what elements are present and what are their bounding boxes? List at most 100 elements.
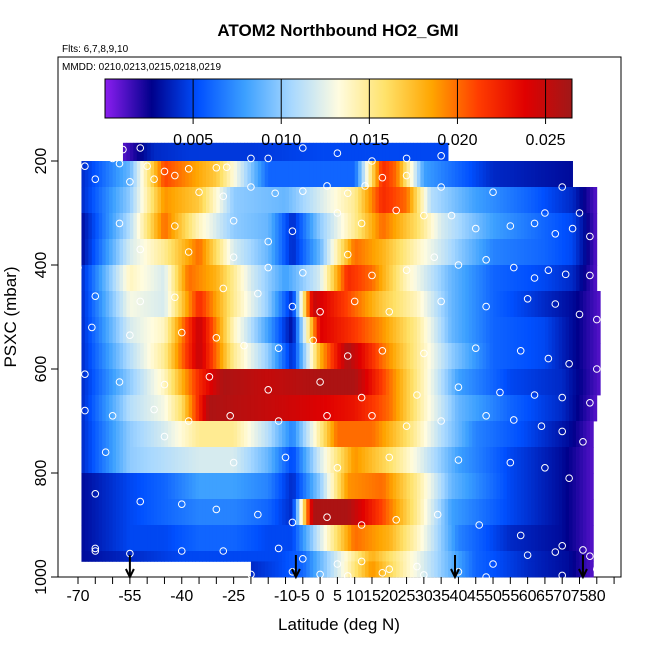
- heatmap-cell: [244, 421, 248, 448]
- heatmap-cell: [531, 291, 535, 318]
- heatmap-cell: [396, 239, 401, 266]
- heatmap-cell: [482, 551, 487, 562]
- heatmap-cell: [292, 239, 297, 266]
- heatmap-cell: [413, 473, 418, 500]
- heatmap-cell: [119, 369, 124, 396]
- heatmap-cell: [223, 499, 228, 526]
- heatmap-cell: [416, 317, 421, 344]
- heatmap-cell: [441, 239, 446, 266]
- heatmap-cell: [136, 551, 141, 562]
- heatmap-cell: [555, 525, 560, 552]
- heatmap-cell: [406, 473, 411, 500]
- heatmap-cell: [555, 561, 560, 578]
- heatmap-cell: [126, 142, 131, 162]
- heatmap-cell: [569, 421, 573, 448]
- heatmap-cell: [451, 369, 456, 396]
- heatmap-cell: [216, 473, 221, 500]
- heatmap-cell: [122, 213, 127, 240]
- heatmap-cell: [299, 239, 304, 266]
- heatmap-cell: [496, 213, 501, 240]
- heatmap-cell: [98, 265, 103, 292]
- heatmap-cell: [434, 447, 439, 474]
- heatmap-cell: [434, 561, 439, 578]
- heatmap-cell: [154, 395, 158, 422]
- heatmap-cell: [382, 239, 387, 266]
- heatmap-cell: [503, 421, 508, 448]
- heatmap-cell: [416, 343, 421, 370]
- heatmap-cell: [544, 161, 549, 188]
- heatmap-cell: [268, 369, 273, 396]
- heatmap-cell: [309, 551, 314, 562]
- heatmap-cell: [150, 161, 155, 188]
- heatmap-cell: [423, 161, 428, 188]
- heatmap-cell: [136, 187, 141, 214]
- heatmap-cell: [541, 213, 546, 240]
- heatmap-cell: [226, 473, 231, 500]
- heatmap-cell: [285, 499, 290, 526]
- heatmap-cell: [406, 317, 411, 344]
- heatmap-cell: [81, 551, 86, 562]
- heatmap-cell: [264, 447, 269, 474]
- heatmap-cell: [493, 187, 497, 214]
- heatmap-cell: [223, 369, 228, 396]
- heatmap-cell: [482, 239, 487, 266]
- heatmap-cell: [589, 187, 594, 214]
- heatmap-cell: [250, 421, 255, 448]
- heatmap-cell: [430, 213, 435, 240]
- heatmap-cell: [302, 291, 307, 318]
- heatmap-cell: [205, 499, 210, 526]
- heatmap-cell: [316, 525, 321, 552]
- heatmap-cell: [306, 187, 311, 214]
- heatmap-cell: [551, 343, 556, 370]
- heatmap-cell: [399, 551, 404, 562]
- heatmap-cell: [448, 343, 452, 370]
- heatmap-cell: [174, 447, 179, 474]
- observation-point: [471, 224, 480, 233]
- heatmap-cell: [178, 187, 183, 214]
- heatmap-cell: [565, 317, 570, 344]
- heatmap-cell: [261, 395, 266, 422]
- heatmap-cell: [230, 369, 235, 396]
- observation-point: [212, 334, 221, 342]
- heatmap-cell: [226, 421, 231, 448]
- heatmap-cell: [233, 142, 238, 162]
- heatmap-cell: [520, 447, 525, 474]
- observation-point: [219, 547, 228, 555]
- heatmap-cell: [295, 142, 300, 162]
- observation-point: [222, 163, 231, 172]
- observation-point: [115, 159, 124, 168]
- heatmap-cell: [247, 239, 252, 266]
- heatmap-cell: [351, 369, 356, 396]
- observation-point: [343, 189, 352, 198]
- heatmap-cell: [98, 317, 103, 344]
- heatmap-cell: [351, 142, 356, 162]
- heatmap-cell: [292, 473, 297, 500]
- observation-point: [437, 152, 445, 160]
- observation-point: [229, 458, 238, 467]
- heatmap-cell: [531, 499, 535, 526]
- heatmap-cell: [392, 142, 397, 162]
- heatmap-cell: [133, 343, 138, 370]
- heatmap-cell: [271, 213, 276, 240]
- heatmap-cell: [188, 369, 193, 396]
- heatmap-cell: [233, 187, 238, 214]
- observation-point: [299, 144, 307, 152]
- observation-point: [523, 295, 532, 303]
- heatmap-cell: [517, 265, 522, 292]
- heatmap-cell: [95, 525, 100, 552]
- heatmap-cell: [313, 473, 318, 500]
- heatmap-cell: [171, 499, 176, 526]
- heatmap-cell: [437, 525, 442, 552]
- observation-point: [136, 497, 145, 506]
- heatmap-cell: [496, 291, 501, 318]
- heatmap-cell: [537, 551, 542, 562]
- heatmap-cell: [358, 447, 363, 474]
- heatmap-cell: [589, 421, 594, 448]
- heatmap-cell: [278, 525, 283, 552]
- heatmap-cell: [109, 317, 113, 344]
- observation-point: [91, 292, 100, 301]
- heatmap-cell: [572, 343, 577, 370]
- heatmap-cell: [448, 395, 452, 422]
- heatmap-cell: [548, 499, 553, 526]
- heatmap-cell: [333, 213, 338, 240]
